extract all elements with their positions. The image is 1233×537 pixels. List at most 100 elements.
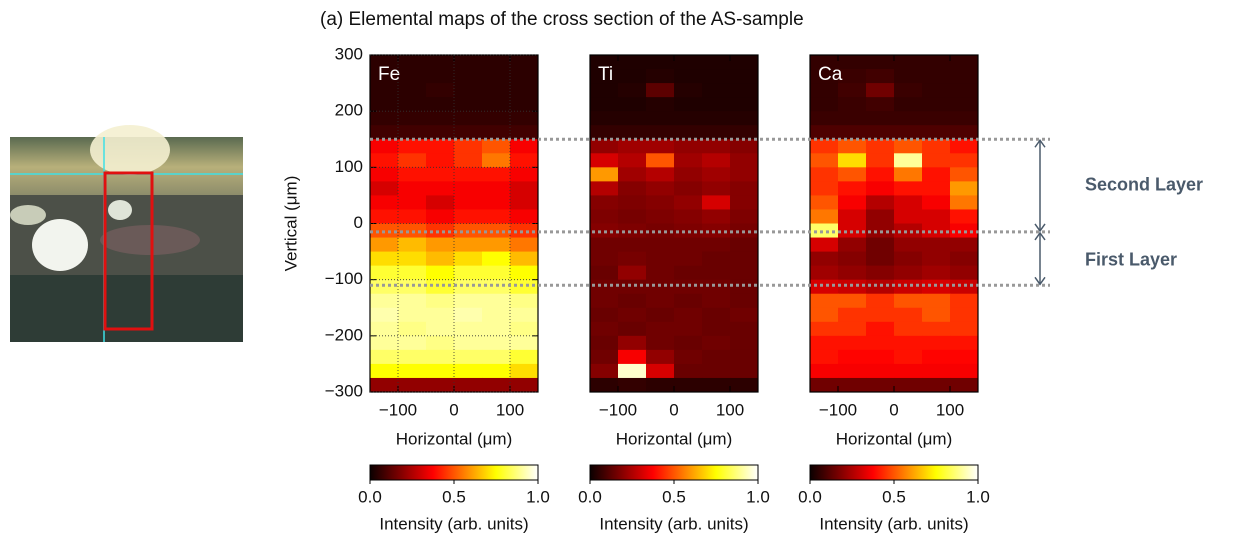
heatmap-cell	[482, 181, 511, 196]
heatmap-cell	[894, 293, 923, 309]
heatmap-cell	[838, 55, 867, 70]
heatmap-cell	[950, 279, 979, 295]
heatmap-cell	[370, 111, 399, 126]
heatmap-cell	[950, 307, 979, 323]
heatmap-cell	[398, 321, 427, 337]
heatmap-cell	[702, 125, 731, 140]
heatmap-cell	[674, 293, 703, 309]
heatmap-cell	[646, 293, 675, 309]
heatmap-cell	[426, 265, 455, 281]
heatmap-cell	[950, 265, 979, 281]
heatmap-cell	[894, 167, 923, 182]
heatmap-cell	[646, 237, 675, 253]
heatmap-cell	[590, 167, 619, 182]
heatmap-cell	[702, 181, 731, 196]
heatmap-cell	[674, 139, 703, 154]
heatmap-cell	[810, 139, 839, 154]
heatmap-cell	[590, 209, 619, 224]
heatmap-cell	[426, 139, 455, 154]
heatmap-cell	[810, 125, 839, 140]
x-tick-label: −100	[599, 400, 637, 419]
heatmap-cell	[922, 251, 951, 267]
heatmap-cell	[398, 181, 427, 196]
heatmap-cell	[866, 279, 895, 295]
heatmap-cell	[838, 181, 867, 196]
heatmap-cell	[426, 167, 455, 182]
heatmap-cell	[922, 55, 951, 70]
heatmap-cell	[454, 349, 483, 365]
heatmap-cell	[646, 181, 675, 196]
heatmap-cell	[674, 335, 703, 351]
heatmap-cell	[454, 195, 483, 210]
y-tick-label: −200	[325, 325, 363, 344]
x-tick-label: 0	[889, 400, 898, 419]
heatmap-cell	[866, 195, 895, 210]
heatmap-cell	[838, 195, 867, 210]
heatmap-cell	[810, 181, 839, 196]
heatmap-cell	[510, 83, 539, 98]
heatmap-cell	[894, 279, 923, 295]
heatmap-cell	[674, 125, 703, 140]
heatmap-cell	[482, 55, 511, 70]
heatmap-cell	[646, 321, 675, 337]
heatmap-cell	[730, 279, 759, 295]
colorbar	[589, 464, 759, 481]
heatmap-cell	[590, 279, 619, 295]
heatmap-cell	[730, 111, 759, 126]
heatmap-cell	[618, 237, 647, 253]
colorbar-tick-label: 0.0	[358, 487, 382, 506]
heatmap-cell	[702, 265, 731, 281]
heatmap-cell	[370, 195, 399, 210]
heatmap-cell	[370, 181, 399, 196]
heatmap-cell	[674, 181, 703, 196]
heatmap-cell	[510, 377, 539, 393]
heatmap-cell	[482, 265, 511, 281]
heatmap-cell	[838, 349, 867, 365]
heatmap-cell	[510, 139, 539, 154]
heatmap-cell	[730, 209, 759, 224]
heatmap-cell	[730, 55, 759, 70]
heatmap-cell	[398, 153, 427, 168]
colorbar-label: Intensity (arb. units)	[379, 514, 528, 533]
heatmap-cell	[894, 181, 923, 196]
heatmap-cell	[618, 195, 647, 210]
heatmap-cell	[426, 349, 455, 365]
heatmap-cell	[674, 349, 703, 365]
heatmap-cell	[510, 237, 539, 253]
heatmap-cell	[590, 335, 619, 351]
heatmap-cell	[922, 97, 951, 112]
heatmap-cell	[646, 69, 675, 84]
heatmap-cell	[838, 209, 867, 224]
heatmap-cell	[810, 349, 839, 365]
heatmap-cell	[922, 181, 951, 196]
heatmap-cell	[398, 97, 427, 112]
heatmap-cell	[838, 167, 867, 182]
heatmap-cell	[950, 153, 979, 168]
heatmap-cell	[590, 293, 619, 309]
sample-photo	[10, 125, 243, 342]
heatmap-cell	[454, 69, 483, 84]
heatmap-cell	[590, 265, 619, 281]
heatmap-cell	[702, 83, 731, 98]
heatmap-cell	[894, 69, 923, 84]
heatmap-cell	[950, 349, 979, 365]
heatmap-cell	[950, 363, 979, 379]
heatmap-cell	[646, 279, 675, 295]
heatmap-cell	[398, 335, 427, 351]
heatmap-cell	[810, 293, 839, 309]
heatmap-cell	[674, 209, 703, 224]
heatmap-cell	[674, 167, 703, 182]
colorbar-tick-label: 0.0	[578, 487, 602, 506]
heatmap-cell	[370, 251, 399, 267]
heatmap-cell	[618, 83, 647, 98]
heatmap-cell	[618, 55, 647, 70]
heatmap-cell	[922, 69, 951, 84]
heatmap-cell	[482, 139, 511, 154]
heatmap-cell	[838, 321, 867, 337]
y-tick-label: 300	[335, 44, 363, 63]
heatmap-cell	[866, 321, 895, 337]
colorbar-tick-label: 1.0	[746, 487, 770, 506]
heatmap-cell	[838, 363, 867, 379]
heatmap-cell	[426, 279, 455, 295]
heatmap-cell	[398, 293, 427, 309]
